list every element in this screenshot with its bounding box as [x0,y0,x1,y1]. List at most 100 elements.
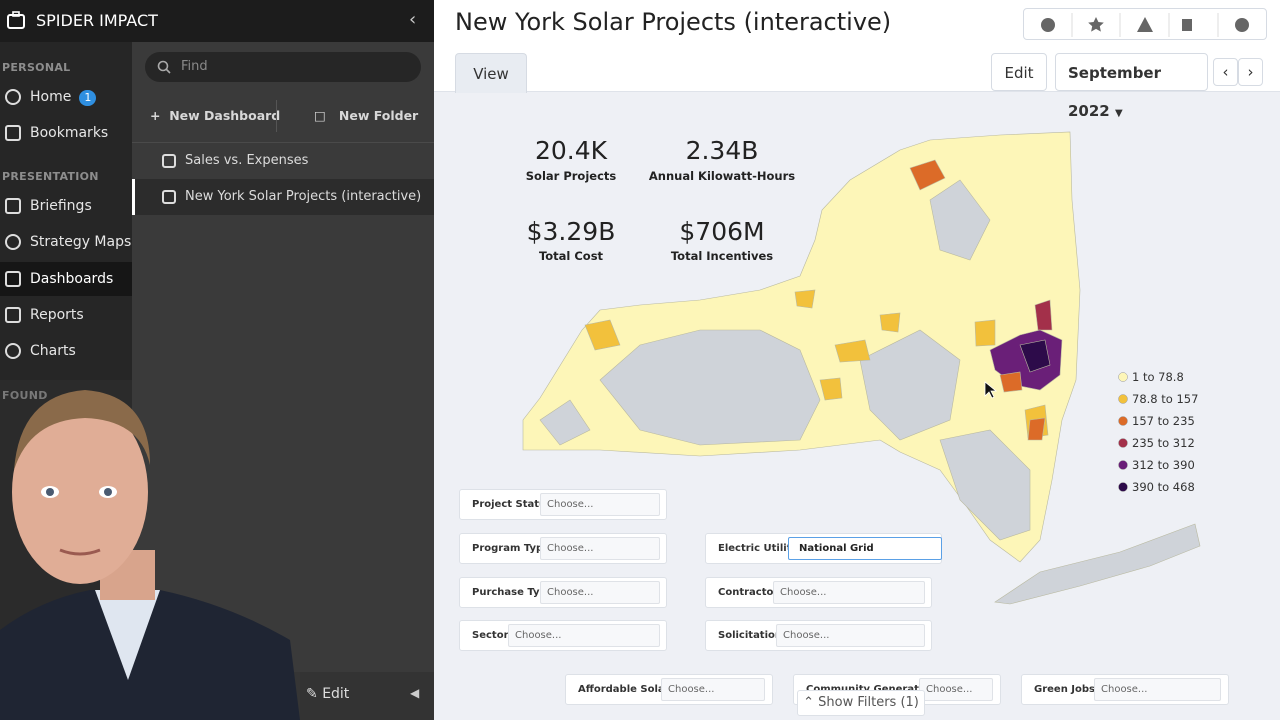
legend-label: 157 to 235 [1132,414,1195,428]
alert-icon[interactable] [1137,17,1153,32]
search-box[interactable]: Find [145,52,421,82]
map-region [1034,299,1053,331]
filter-label: Green Jobs? [1034,684,1101,695]
export-icon[interactable] [1182,19,1192,31]
filter-input[interactable]: Choose... [773,581,925,604]
brand-bar: SPIDER IMPACT ‹ [0,0,434,42]
show-filters-button[interactable]: ⌃ Show Filters (1) [797,690,925,716]
info-icon[interactable] [1041,18,1055,32]
filter-input[interactable]: Choose... [661,678,765,701]
filter-label: Purchase Type [472,587,554,598]
next-period[interactable]: › [1238,58,1263,86]
filter-input[interactable]: Choose... [1094,678,1221,701]
nav-item[interactable]: Briefings [0,189,132,223]
nav-label: Bookmarks [30,125,109,141]
divider [276,100,277,132]
footer-edit[interactable]: ✎ Edit [306,686,350,702]
filter: Program Type Choose... [459,533,667,564]
legend-label: 312 to 390 [1132,458,1195,472]
filter: Affordable Solar? Choose... [565,674,773,705]
nav-item[interactable]: Charts [0,334,132,368]
nav-item[interactable]: Home 1 [0,80,132,114]
legend-swatch [1118,416,1128,426]
collapse-button[interactable]: ‹ [409,9,417,30]
new-dashboard-button[interactable]: + New Dashboard [150,108,281,123]
view-tab[interactable]: View [455,53,527,93]
legend-label: 1 to 78.8 [1132,370,1184,384]
nav-item[interactable]: Dashboards [0,262,132,296]
nav-label: Briefings [30,198,92,214]
map-region [929,179,991,261]
search-icon [157,60,171,74]
map-region [939,429,1031,541]
filter-label: Community Generation? [806,684,942,695]
legend-swatch [1118,394,1128,404]
filter-input[interactable]: Choose... [540,581,660,604]
filter-input[interactable]: Choose... [508,624,660,647]
new-folder-button[interactable]: □ New Folder [314,108,419,123]
nav-label: Dashboards [30,271,114,287]
map-region [879,312,901,333]
page-title: New York Solar Projects (interactive) [455,8,892,36]
panel-collapse[interactable]: ◀ [410,686,420,700]
legend-swatch [1118,372,1128,382]
filter-input[interactable]: Choose... [540,537,660,560]
legend-swatch [1118,460,1128,470]
filter-label: Program Type [472,543,550,554]
map-region [834,339,871,363]
item-label: Sales vs. Expenses [185,153,309,168]
map-region [794,289,816,309]
filter-label: Electric Utility [718,543,798,554]
button-label: New Dashboard [169,108,281,123]
map-region [1019,339,1051,373]
nav-item[interactable]: Reports [0,298,132,332]
kpi-value: $3.29B [526,217,616,246]
choropleth-map[interactable] [500,120,1220,620]
filter-input[interactable]: Choose... [776,624,925,647]
filter-input[interactable]: National Grid [788,537,942,560]
dashboard-item[interactable]: New York Solar Projects (interactive) [132,179,434,215]
kpi-label: Annual Kilowatt-Hours [648,169,796,183]
kpi-label: Total Cost [538,249,604,263]
nav-label: Reports [30,307,84,323]
kpi-value: 2.34B [685,136,759,165]
map-region [539,399,591,446]
filter-input[interactable]: Choose... [919,678,993,701]
edit-button[interactable]: Edit [991,53,1047,91]
map-region [909,159,946,191]
bookmark-icon[interactable] [1088,17,1104,32]
item-label: New York Solar Projects (interactive) [185,189,422,204]
period-label: September 2022 [1068,64,1161,120]
show-filters-label: Show Filters (1) [818,695,919,710]
filter: Sector Choose... [459,620,667,651]
map-region [584,319,621,351]
nav-section: FOUND [2,389,48,402]
map-region [974,319,996,347]
prev-period[interactable]: ‹ [1213,58,1238,86]
kpi-label: Total Incentives [670,249,774,263]
filter-label: Contractor [718,587,779,598]
mouse-cursor [984,381,998,399]
map-region [859,329,961,441]
legend-swatch [1118,482,1128,492]
nav-label: Strategy Maps [30,234,132,250]
nav-item[interactable]: Strategy Maps [0,225,132,259]
nav-section: PERSONAL [2,61,71,74]
period-select[interactable]: September 2022 ▼ [1055,53,1208,120]
legend-swatches [1118,372,1128,492]
filter-input[interactable]: Choose... [540,493,660,516]
history-icon[interactable] [1235,18,1249,32]
map-region [819,377,843,401]
filter-label: Solicitation [718,630,783,641]
toolbar [1023,8,1267,40]
filter: Contractor Choose... [705,577,932,608]
map-region [994,523,1201,605]
nav-item[interactable]: Bookmarks [0,116,132,150]
legend-label: 235 to 312 [1132,436,1195,450]
nav-label: Home [30,89,72,105]
map-region [599,329,821,446]
filter-label: Project Status [472,499,553,510]
toolbar-icons [1041,13,1249,37]
dashboard-item[interactable]: Sales vs. Expenses [132,143,434,179]
